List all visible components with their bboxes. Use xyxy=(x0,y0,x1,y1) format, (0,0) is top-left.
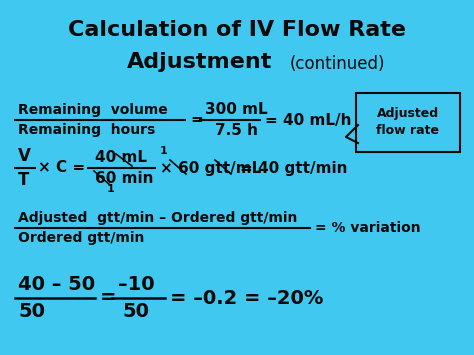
Text: T: T xyxy=(18,171,29,189)
Text: 1: 1 xyxy=(107,184,115,194)
Text: 60 min: 60 min xyxy=(95,171,154,186)
Text: × C =: × C = xyxy=(38,160,85,175)
Text: = 40 gtt/min: = 40 gtt/min xyxy=(240,160,347,175)
Text: 7.5 h: 7.5 h xyxy=(215,123,258,138)
Text: = % variation: = % variation xyxy=(315,221,420,235)
Text: Adjusted  gtt/min – Ordered gtt/min: Adjusted gtt/min – Ordered gtt/min xyxy=(18,211,297,225)
Text: Remaining  volume: Remaining volume xyxy=(18,103,168,117)
FancyBboxPatch shape xyxy=(356,93,460,152)
Text: =: = xyxy=(100,289,117,307)
Text: Adjusted
flow rate: Adjusted flow rate xyxy=(376,108,439,137)
Text: –10: –10 xyxy=(118,275,155,294)
Text: Remaining  hours: Remaining hours xyxy=(18,123,155,137)
Text: Calculation of IV Flow Rate: Calculation of IV Flow Rate xyxy=(68,20,406,40)
Text: = 40 mL/h: = 40 mL/h xyxy=(265,113,352,127)
Text: 40 mL: 40 mL xyxy=(95,150,147,165)
Text: 300 mL: 300 mL xyxy=(205,102,268,117)
Text: 40 – 50: 40 – 50 xyxy=(18,275,95,294)
Text: = –0.2 = –20%: = –0.2 = –20% xyxy=(170,289,323,307)
Text: (continued): (continued) xyxy=(290,55,385,73)
Text: =: = xyxy=(190,113,203,127)
Text: 50: 50 xyxy=(18,302,45,321)
Text: Ordered gtt/min: Ordered gtt/min xyxy=(18,231,145,245)
Polygon shape xyxy=(346,125,358,143)
Text: 1: 1 xyxy=(160,146,168,156)
Text: × 60 gtt/mL: × 60 gtt/mL xyxy=(160,160,261,175)
Text: Adjustment: Adjustment xyxy=(128,52,273,72)
Text: V: V xyxy=(18,147,31,165)
Text: 50: 50 xyxy=(122,302,149,321)
